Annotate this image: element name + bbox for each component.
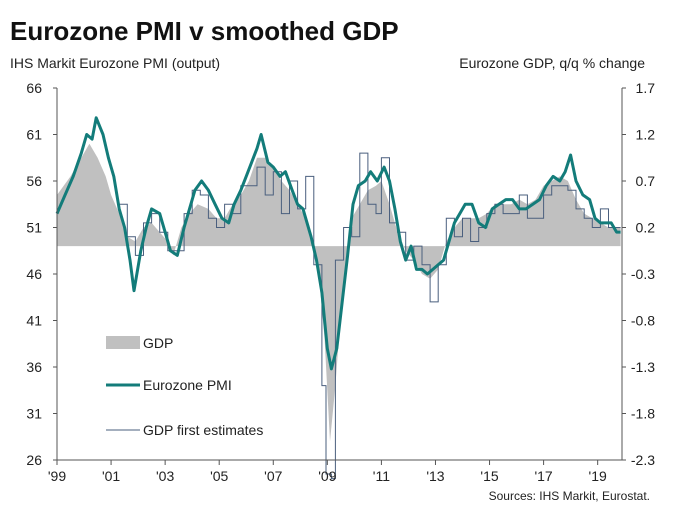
x-tick-label: '13: [426, 468, 444, 484]
right-tick-label: -0.8: [631, 313, 655, 329]
x-tick-label: '07: [264, 468, 282, 484]
x-tick-label: '19: [589, 468, 607, 484]
right-tick-label: 1.2: [636, 127, 656, 143]
x-axis-ticks: '99 '01 '03 '05 '07 '09 '11 '13 '15 '17 '19: [48, 460, 607, 484]
left-tick-label: 31: [26, 406, 42, 422]
right-tick-label: 1.7: [636, 80, 656, 96]
left-tick-label: 36: [26, 359, 42, 375]
left-tick-label: 66: [26, 80, 42, 96]
left-axis-ticks: 66 61 56 51 46 41 36 31 26: [26, 80, 57, 468]
x-tick-label: '17: [534, 468, 552, 484]
left-tick-label: 41: [26, 313, 42, 329]
legend-label-pmi: Eurozone PMI: [143, 377, 232, 393]
x-tick-label: '99: [48, 468, 66, 484]
x-tick-label: '01: [102, 468, 120, 484]
right-axis-ticks: 1.7 1.2 0.7 0.2 -0.3 -0.8 -1.3 -1.8 -2.3: [622, 80, 655, 468]
source-note: Sources: IHS Markit, Eurostat.: [489, 489, 650, 503]
x-tick-label: '05: [210, 468, 228, 484]
right-tick-label: -2.3: [631, 452, 655, 468]
series-eurozone-pmi-line: [55, 116, 621, 371]
left-tick-label: 61: [26, 127, 42, 143]
series-gdp-area: [57, 143, 621, 442]
x-tick-label: '11: [373, 468, 390, 484]
series-layer: [55, 116, 621, 480]
legend-label-gdp: GDP: [143, 335, 173, 351]
right-tick-label: -1.8: [631, 406, 655, 422]
left-axis-label: IHS Markit Eurozone PMI (output): [10, 55, 220, 71]
x-tick-label: '09: [318, 468, 336, 484]
right-tick-label: 0.2: [636, 220, 656, 236]
x-tick-label: '03: [156, 468, 174, 484]
legend-label-first: GDP first estimates: [143, 422, 263, 438]
x-tick-label: '15: [480, 468, 498, 484]
left-tick-label: 26: [26, 452, 42, 468]
right-tick-label: 0.7: [636, 173, 656, 189]
left-tick-label: 56: [26, 173, 42, 189]
right-axis-label: Eurozone GDP, q/q % change: [459, 55, 645, 71]
legend: GDP Eurozone PMI GDP first estimates: [106, 335, 263, 438]
right-tick-label: -1.3: [631, 359, 655, 375]
chart-title: Eurozone PMI v smoothed GDP: [10, 16, 399, 46]
series-gdp-first-estimates-line: [119, 152, 621, 480]
legend-swatch-gdp: [106, 336, 140, 349]
left-tick-label: 46: [26, 266, 42, 282]
right-tick-label: -0.3: [631, 266, 655, 282]
left-tick-label: 51: [26, 220, 42, 236]
